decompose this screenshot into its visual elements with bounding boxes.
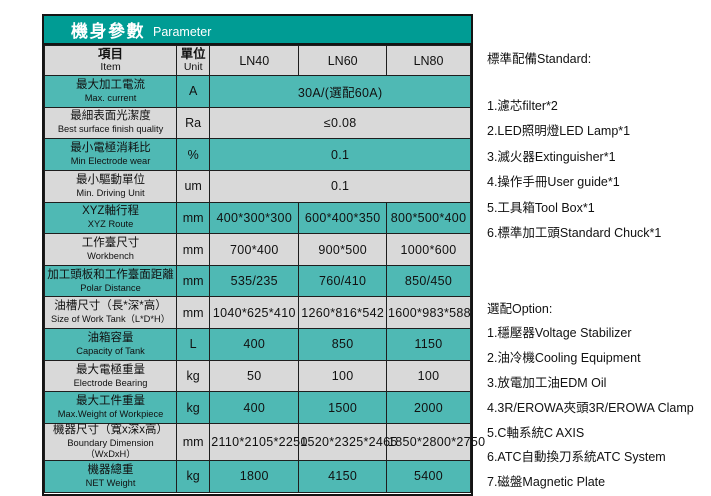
row-unit: % [176, 138, 211, 171]
row-value-ln60: 1260*816*542 [298, 296, 388, 330]
row-label: 油槽尺寸（長*深*高） Size of Work Tank（L*D*H） [43, 296, 178, 330]
standard-item: 3.滅火器Extinguisher*1 [487, 149, 616, 164]
row-value-ln80: 1000*600 [386, 233, 471, 266]
option-item: 1.穩壓器Voltage Stabilizer [487, 326, 632, 340]
row-unit: mm [176, 201, 211, 235]
column-header-model-ln60: LN60 [298, 45, 388, 76]
table-row: 最小電極消耗比 Min Electrode wear % 0.1 [43, 138, 471, 171]
table-row: 機器總重 NET Weight kg 1800 4150 5400 [43, 460, 471, 493]
column-header-model-ln80: LN80 [386, 45, 471, 76]
option-item: 6.ATC自動換刀系統ATC System [487, 450, 666, 465]
standard-item: 1.濾芯filter*2 [487, 99, 558, 113]
header-row: 項目 Item 單位 Unit LN40 LN60 LN80 [43, 45, 471, 76]
option-item: 3.放電加工油EDM Oil [487, 375, 607, 390]
row-value-ln60: 100 [298, 359, 388, 393]
table-row: 最大電極重量 Electrode Bearing kg 50 100 100 [43, 359, 471, 393]
row-value-ln80: 1850*2800*2750 [386, 423, 485, 462]
row-value-ln80: 1150 [386, 328, 471, 361]
row-unit: kg [176, 391, 211, 425]
row-unit: mm [176, 264, 211, 298]
row-value-ln60: 1520*2325*2465 [298, 423, 397, 462]
standard-item: 6.標準加工頭Standard Chuck*1 [487, 225, 662, 240]
spec-table: 機身參數 Parameter 項目 Item 單位 Unit LN40 LN60… [42, 14, 485, 496]
row-value-ln40: 2110*2105*2250 [209, 423, 307, 462]
row-unit: um [176, 169, 211, 203]
row-unit: mm [176, 423, 211, 462]
table-row: 最細表面光潔度 Best surface finish quality Ra ≤0… [43, 106, 471, 140]
row-label: 機器總重 NET Weight [43, 460, 178, 493]
option-item: 2.油冷機Cooling Equipment [487, 350, 641, 365]
row-value-all: 30A/(選配60A) [209, 75, 471, 108]
table-title-bar: 機身參數 Parameter [44, 16, 471, 45]
row-value-ln60: 900*500 [298, 233, 388, 266]
row-value-all: 0.1 [209, 169, 471, 203]
column-header-model-ln40: LN40 [209, 45, 300, 76]
option-heading: 選配Option: [487, 302, 553, 316]
row-unit: kg [176, 359, 211, 393]
standard-equipment-heading: 標準配備Standard: [487, 52, 592, 66]
row-value-ln80: 1600*983*588 [386, 296, 471, 330]
row-value-all: ≤0.08 [209, 106, 471, 140]
row-value-ln60: 600*400*350 [298, 201, 388, 235]
option-item: 4.3R/EROWA夾頭3R/EROWA Clamp [487, 400, 694, 415]
parameter-table: 項目 Item 單位 Unit LN40 LN60 LN80 最大加工電流 Max… [43, 45, 485, 493]
row-unit: L [176, 328, 211, 361]
row-unit: mm [176, 296, 211, 330]
table-row: 最大工件重量 Max.Weight of Workpiece kg 400 150… [43, 391, 471, 425]
row-value-ln40: 50 [209, 359, 300, 393]
row-value-ln80: 800*500*400 [386, 201, 471, 235]
row-value-ln60: 760/410 [298, 264, 388, 298]
row-label: 最大加工電流 Max. current [43, 75, 178, 108]
row-value-ln80: 100 [386, 359, 471, 393]
table-row: 機器尺寸（寬x深x高） Boundary Dimension（WxDxH） mm … [43, 423, 485, 462]
row-unit: Ra [176, 106, 211, 140]
row-label: 最大工件重量 Max.Weight of Workpiece [43, 391, 178, 425]
standard-item: 2.LED照明燈LED Lamp*1 [487, 124, 631, 139]
table-title-zh: 機身參數 [71, 22, 145, 41]
row-label: 最大電極重量 Electrode Bearing [43, 359, 178, 393]
table-row: 工作臺尺寸 Workbench mm 700*400 900*500 1000*6… [43, 233, 471, 266]
row-value-ln80: 850/450 [386, 264, 471, 298]
table-title-en: Parameter [153, 25, 212, 39]
row-label: 機器尺寸（寬x深x高） Boundary Dimension（WxDxH） [43, 423, 178, 462]
row-value-ln80: 5400 [386, 460, 471, 493]
row-value-ln40: 700*400 [209, 233, 300, 266]
option-list: 1.穩壓器Voltage Stabilizer 2.油冷機Cooling Equ… [487, 322, 694, 496]
row-label: XYZ軸行程 XYZ Route [43, 201, 178, 235]
row-unit: mm [176, 233, 211, 266]
option-item: 7.磁盤Magnetic Plate [487, 475, 606, 490]
row-value-all: 0.1 [209, 138, 471, 171]
table-row: 油箱容量 Capacity of Tank L 400 850 1150 [43, 328, 471, 361]
row-value-ln60: 850 [298, 328, 388, 361]
table-row: 最大加工電流 Max. current A 30A/(選配60A) [43, 75, 471, 108]
row-label: 最細表面光潔度 Best surface finish quality [43, 106, 178, 140]
column-header-item: 項目 Item [43, 45, 178, 76]
row-value-ln80: 2000 [386, 391, 471, 425]
table-row: 油槽尺寸（長*深*高） Size of Work Tank（L*D*H） mm 1… [43, 296, 471, 330]
standard-item: 4.操作手冊User guide*1 [487, 175, 620, 190]
row-label: 油箱容量 Capacity of Tank [43, 328, 178, 361]
row-label: 工作臺尺寸 Workbench [43, 233, 178, 266]
row-label: 最小驅動單位 Min. Driving Unit [43, 169, 178, 203]
row-unit: A [176, 75, 211, 108]
row-label: 加工頭板和工作臺面距離 Polar Distance [43, 264, 178, 298]
row-unit: kg [176, 460, 211, 493]
standard-equipment-list: 1.濾芯filter*2 2.LED照明燈LED Lamp*1 3.滅火器Ext… [487, 95, 661, 247]
row-value-ln40: 400 [209, 328, 300, 361]
row-value-ln60: 1500 [298, 391, 388, 425]
table-row: 最小驅動單位 Min. Driving Unit um 0.1 [43, 169, 471, 203]
row-value-ln40: 400 [209, 391, 300, 425]
row-value-ln40: 1800 [209, 460, 300, 493]
row-value-ln40: 1040*625*410 [209, 296, 300, 330]
option-item: 5.C軸系統C AXIS [487, 425, 585, 440]
row-label: 最小電極消耗比 Min Electrode wear [43, 138, 178, 171]
table-row: 加工頭板和工作臺面距離 Polar Distance mm 535/235 760… [43, 264, 471, 298]
row-value-ln60: 4150 [298, 460, 388, 493]
standard-item: 5.工具箱Tool Box*1 [487, 200, 595, 215]
row-value-ln40: 400*300*300 [209, 201, 300, 235]
column-header-unit: 單位 Unit [176, 45, 211, 76]
table-row: XYZ軸行程 XYZ Route mm 400*300*300 600*400*3… [43, 201, 471, 235]
row-value-ln40: 535/235 [209, 264, 300, 298]
